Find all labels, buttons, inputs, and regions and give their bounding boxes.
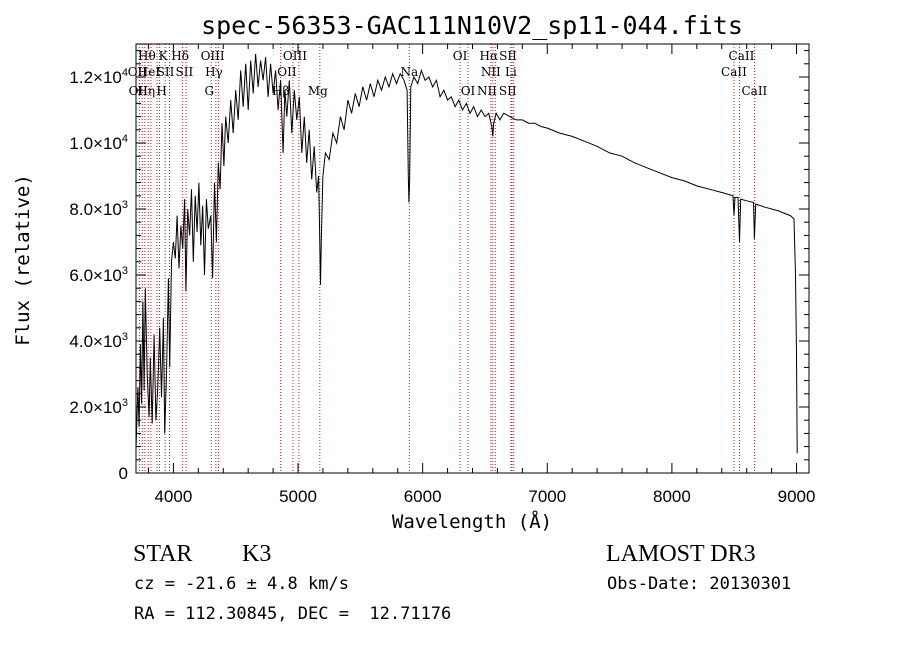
- line-label: OII: [129, 84, 149, 98]
- object-subclass: K3: [242, 541, 271, 567]
- y-axis-label: Flux (relative): [12, 174, 34, 346]
- line-label: Hγ: [205, 65, 223, 79]
- line-label: SII: [176, 65, 194, 79]
- line-label: SII: [499, 84, 517, 98]
- sky-coordinates: RA = 112.30845, DEC = 12.71176: [134, 604, 451, 624]
- line-label: NII: [477, 84, 497, 98]
- y-tick-label: 0: [119, 464, 128, 483]
- line-label: CaII: [741, 84, 767, 98]
- survey-name: LAMOST DR3: [606, 541, 756, 567]
- line-label: OII: [277, 65, 297, 79]
- x-axis-ticks: 4000 5000 6000 7000 8000 9000: [147, 44, 816, 506]
- line-label: OI: [461, 84, 476, 98]
- line-label: SII: [499, 49, 517, 63]
- y-tick-label: 8.0×103: [69, 199, 128, 219]
- x-tick-label: 8000: [653, 487, 691, 506]
- chart-title: spec-56353-GAC111N10V2_sp11-044.fits: [201, 11, 743, 40]
- line-label: OIII: [283, 49, 307, 63]
- line-label: Hη: [137, 84, 155, 98]
- x-tick-label: 6000: [404, 487, 442, 506]
- line-label: H: [156, 84, 166, 98]
- line-label: Li: [505, 65, 517, 79]
- redshift-velocity: cz = -21.6 ± 4.8 km/s: [134, 574, 349, 594]
- line-label: Mg: [308, 84, 328, 98]
- line-label: Hδ: [171, 49, 189, 63]
- y-tick-label: 2.0×103: [69, 397, 128, 417]
- line-label: Hθ: [138, 49, 156, 63]
- line-label: G: [204, 84, 214, 98]
- line-label: OI: [453, 49, 468, 63]
- y-tick-label: 6.0×103: [69, 265, 128, 285]
- line-label: Na: [400, 65, 418, 79]
- x-tick-label: 4000: [154, 487, 192, 506]
- line-label: OII: [128, 65, 148, 79]
- line-label: CaII: [721, 65, 747, 79]
- y-axis-ticks: 0 2.0×103 4.0×103 6.0×103 8.0×103 1.0×104 1.2×…: [69, 50, 809, 483]
- x-tick-label: 9000: [778, 487, 816, 506]
- x-tick-label: 7000: [528, 487, 566, 506]
- spectrum-series-line: [135, 53, 798, 454]
- y-tick-label: 1.0×104: [69, 133, 128, 153]
- y-tick-label: 1.2×104: [69, 67, 128, 87]
- line-label: HeI: [138, 65, 161, 79]
- x-axis-label: Wavelength (Å): [392, 510, 552, 533]
- line-label: NII: [481, 65, 501, 79]
- line-label: CaII: [729, 49, 755, 63]
- x-tick-label: 5000: [279, 487, 317, 506]
- line-label: SII: [157, 65, 175, 79]
- line-label: K: [159, 49, 169, 63]
- line-label: OIII: [201, 49, 225, 63]
- line-label: Hα: [480, 49, 499, 63]
- observation-date: Obs-Date: 20130301: [607, 574, 791, 594]
- object-class: STAR: [133, 541, 192, 567]
- y-tick-label: 4.0×103: [69, 331, 128, 351]
